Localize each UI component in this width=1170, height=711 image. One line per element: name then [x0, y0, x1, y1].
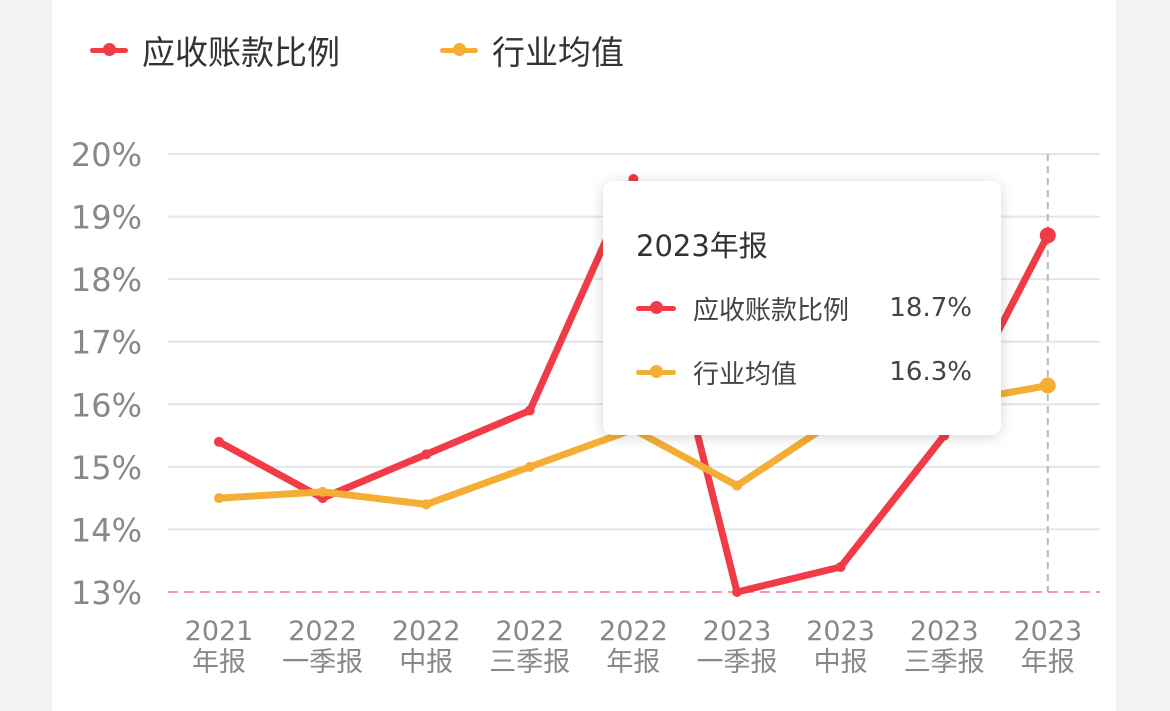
chart-legend: 应收账款比例 行业均值 [90, 22, 624, 78]
data-point [421, 499, 432, 510]
x-tick-label: 2022 年报 [599, 616, 668, 678]
data-point [835, 561, 846, 572]
data-point [421, 449, 432, 460]
tooltip-name-receivables: 应收账款比例 [693, 295, 850, 326]
x-axis-ticks: 2021 年报 2022 一季报 2022 中报 2022 三季报 2022 年报 2023 一季报 2… [185, 616, 1083, 678]
data-point [524, 461, 535, 472]
data-point [1039, 227, 1056, 244]
y-tick-label: 13% [71, 574, 142, 612]
y-tick-label: 14% [71, 511, 142, 549]
y-tick-label: 16% [71, 386, 142, 424]
data-point [214, 436, 224, 447]
data-point [317, 486, 328, 497]
x-tick-label: 2023 中报 [806, 616, 875, 678]
tooltip-value-industry-average: 16.3% [889, 357, 972, 387]
tooltip-name-industry-average: 行业均值 [693, 359, 798, 390]
y-tick-label: 18% [71, 261, 142, 299]
legend-marker-receivables-icon [90, 43, 128, 56]
data-point [732, 587, 742, 597]
data-point [524, 405, 535, 416]
data-point [1039, 377, 1056, 394]
legend-label-industry-average: 行业均值 [492, 33, 624, 72]
y-axis-ticks: 13% 14% 15% 16% 17% 18% 19% 20% [71, 136, 142, 612]
legend-label-receivables: 应收账款比例 [142, 33, 340, 72]
legend-item-receivables[interactable]: 应收账款比例 [90, 26, 340, 74]
tooltip-marker-receivables-icon [636, 301, 676, 314]
legend-marker-industry-average-icon [440, 43, 478, 56]
y-tick-label: 15% [71, 449, 142, 487]
chart-tooltip: 2023年报 应收账款比例 18.7% 行业均值 16.3% [603, 181, 1001, 435]
x-tick-label: 2023 年报 [1013, 616, 1082, 678]
tooltip-title: 2023年报 [636, 229, 768, 263]
data-point [214, 493, 224, 504]
x-tick-label: 2022 中报 [392, 616, 461, 678]
x-tick-label: 2021 年报 [185, 616, 254, 678]
tooltip-row-industry-average: 行业均值 16.3% [636, 352, 972, 392]
x-tick-label: 2022 一季报 [282, 616, 363, 678]
tooltip-row-receivables: 应收账款比例 18.7% [636, 288, 972, 328]
y-tick-label: 20% [71, 136, 142, 174]
y-tick-label: 19% [71, 199, 142, 237]
y-tick-label: 17% [71, 324, 142, 362]
tooltip-marker-industry-average-icon [636, 365, 676, 378]
x-tick-label: 2023 一季报 [697, 616, 778, 678]
x-tick-label: 2023 三季报 [904, 616, 985, 678]
data-point [732, 480, 742, 491]
legend-item-industry-average[interactable]: 行业均值 [440, 26, 624, 74]
tooltip-value-receivables: 18.7% [889, 293, 972, 323]
x-tick-label: 2022 三季报 [489, 616, 570, 678]
